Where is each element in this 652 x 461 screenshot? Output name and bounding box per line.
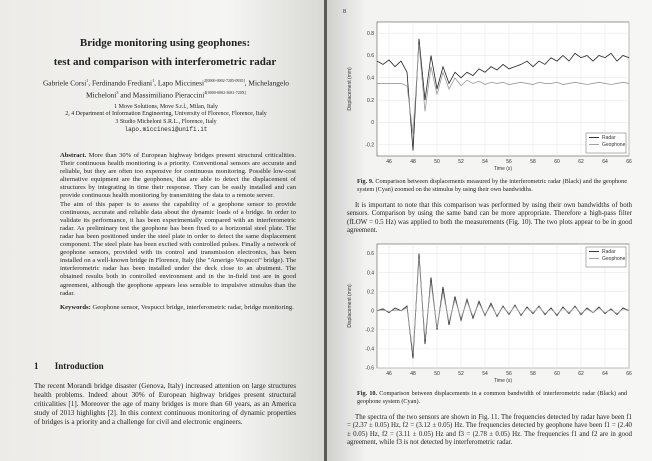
affiliation: 3 Studio Micheloni S.R.L., Florence, Ita… — [36, 119, 296, 126]
abstract-text: The aim of this paper is to assess the c… — [60, 201, 296, 298]
title: Bridge monitoring using geophones: test … — [30, 34, 300, 72]
x-tick-label: 62 — [578, 159, 584, 165]
y-axis-label: Displacement (mm) — [347, 284, 353, 328]
x-axis-label: Time (s) — [494, 166, 512, 172]
figure-chart: -0.6 -0.4 -0.2 0 0.2 0.4 0.6 46 48 50 52 54 56 58 60 62… — [341, 238, 641, 388]
x-tick-label: 52 — [458, 159, 464, 165]
section-heading: 1 Introduction — [34, 362, 294, 370]
author-name: and Massimiliano Pieraccini — [118, 90, 204, 99]
email: lapo.miccinesi@unifi.it — [36, 126, 296, 133]
affiliation: 2, 4 Department of Information Engineeri… — [36, 111, 296, 118]
x-tick-label: 50 — [434, 371, 440, 377]
x-tick-label: 58 — [530, 371, 536, 377]
affiliations: 1 Move Solutions, Move S.r.l., Milan, It… — [36, 104, 296, 134]
y-tick-label: -0.4 — [365, 347, 374, 353]
caption-text: Comparison between displacements measure… — [357, 178, 627, 193]
x-tick-label: 52 — [458, 371, 464, 377]
x-axis-label: Time (s) — [494, 378, 512, 384]
authors: Gabriele Corsi1, Ferdinando Frediani1, L… — [36, 76, 296, 100]
x-tick-label: 58 — [530, 159, 536, 165]
keywords: Geophone sensor, Vespucci bridge, interf… — [92, 304, 293, 311]
y-tick-label: 0.6 — [367, 251, 374, 257]
x-tick-label: 54 — [482, 371, 488, 377]
figure-caption: Fig. 10. Comparison between displacement… — [357, 390, 627, 405]
author-affiliation-mark: 4[0000-0002-3681-720X] — [204, 90, 246, 95]
x-tick-label: 64 — [602, 159, 608, 165]
y-tick-label: 0.2 — [367, 98, 374, 104]
figure-caption: Fig. 9. Comparison between displacements… — [357, 178, 627, 193]
page-number: 8 — [343, 8, 346, 16]
paragraph: The recent Morandi bridge disaster (Geno… — [34, 382, 296, 427]
body-text: The spectra of the two sensors are shown… — [347, 414, 632, 448]
keywords-label: Keywords: — [60, 304, 91, 311]
abstract-text: More than 30% of European highway bridge… — [60, 152, 296, 199]
author-name: Gabriele Corsi — [43, 78, 86, 87]
caption-label: Fig. 10. — [357, 390, 377, 397]
x-tick-label: 50 — [434, 159, 440, 165]
section-number: 1 — [34, 361, 39, 371]
author-name: , Ferdinando Frediani — [88, 78, 152, 87]
x-tick-label: 48 — [410, 159, 416, 165]
y-tick-label: 0.2 — [367, 289, 374, 295]
abstract: Abstract. More than 30% of European high… — [60, 152, 296, 312]
y-tick-label: 0 — [371, 308, 374, 314]
x-tick-label: 48 — [410, 371, 416, 377]
paragraph: It is important to note that this compar… — [347, 202, 632, 236]
legend-label: Geophone — [602, 256, 626, 262]
x-tick-label: 64 — [602, 371, 608, 377]
section-title: Introduction — [55, 361, 104, 371]
caption-text: Comparison between displacements in a co… — [357, 390, 627, 405]
y-tick-label: -0.2 — [365, 328, 374, 334]
x-tick-label: 66 — [626, 159, 632, 165]
title-line: Bridge monitoring using geophones: — [30, 34, 300, 53]
y-tick-label: -0.2 — [365, 143, 374, 149]
y-tick-label: -0.6 — [365, 366, 374, 372]
page: Bridge monitoring using geophones: test … — [0, 0, 652, 461]
x-tick-label: 54 — [482, 159, 488, 165]
legend-label: Radar — [602, 249, 616, 255]
y-axis-label: Displacement (mm) — [347, 67, 353, 111]
x-tick-label: 46 — [386, 159, 392, 165]
caption-label: Fig. 9. — [357, 178, 374, 185]
x-tick-label: 66 — [626, 371, 632, 377]
author-affiliation-mark: 2[0000-0002-7285-0935] — [204, 78, 245, 83]
figure-chart: -0.2 0 0.2 0.4 0.6 0.8 46 48 50 52 54 56 58 60 62 64 66 T… — [341, 16, 641, 176]
y-tick-label: 0.6 — [367, 53, 374, 59]
abstract-label: Abstract. — [60, 152, 86, 159]
x-tick-label: 56 — [506, 159, 512, 165]
y-tick-label: 0.4 — [367, 270, 374, 276]
body-text: It is important to note that this compar… — [347, 202, 632, 236]
legend-label: Geophone — [602, 142, 626, 148]
x-tick-label: 62 — [578, 371, 584, 377]
y-tick-label: 0.8 — [367, 31, 374, 37]
x-tick-label: 56 — [506, 371, 512, 377]
paragraph: The spectra of the two sensors are shown… — [347, 414, 632, 448]
y-tick-label: 0.4 — [367, 76, 374, 82]
intro: The recent Morandi bridge disaster (Geno… — [34, 382, 296, 427]
title-line: test and comparison with interferometric… — [30, 53, 300, 72]
y-tick-label: 0 — [371, 120, 374, 126]
legend-label: Radar — [602, 135, 616, 141]
x-tick-label: 46 — [386, 371, 392, 377]
x-tick-label: 60 — [554, 371, 560, 377]
right-page: 8 -0.2 0 0.2 0.4 0.6 0.8 46 48 50 52 54 56 58 60 62 64 6… — [327, 0, 652, 461]
left-page: Bridge monitoring using geophones: test … — [0, 0, 324, 461]
x-tick-label: 60 — [554, 159, 560, 165]
author-name: , Lapo Miccinesi — [154, 78, 204, 87]
